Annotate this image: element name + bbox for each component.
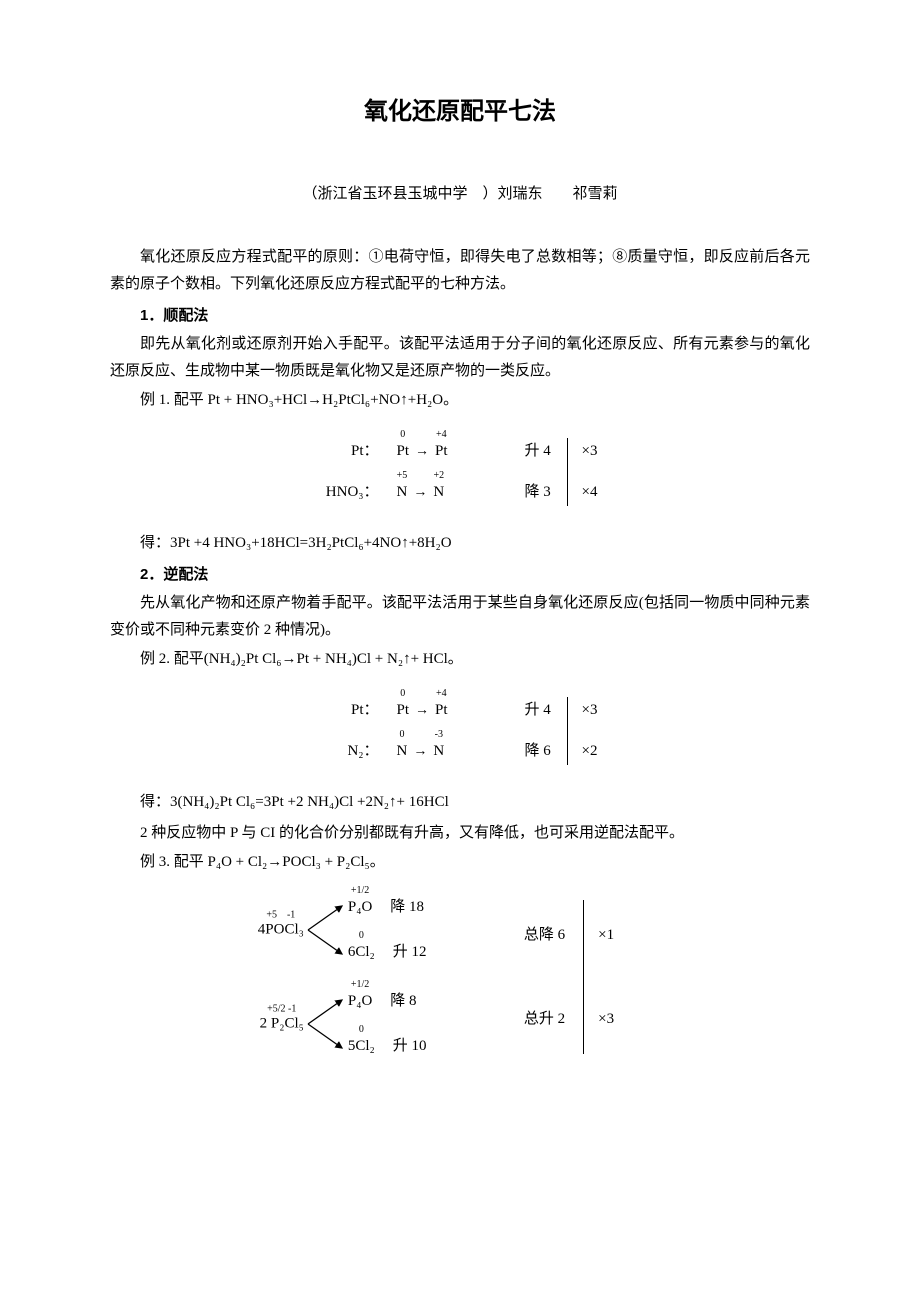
arrow-icon: →: [413, 739, 427, 764]
multiplier: ×3: [582, 697, 598, 724]
change-value: 降 18: [390, 894, 440, 921]
ox-to: Pt: [435, 443, 448, 459]
ox-from: N: [397, 484, 408, 500]
doc-author: （浙江省玉环县玉城中学 ）刘瑞东 祁雪莉: [110, 181, 810, 208]
ox-top: +4: [436, 426, 447, 444]
ox-top: -3: [435, 726, 443, 744]
change-value: 降 3: [525, 479, 567, 506]
diagram-1-row-1: Pt： 0Pt → +4Pt 升 4: [323, 438, 567, 465]
diagram-3: +5 -14POCl₃ +1/2P₄O 降 18 06Cl₂ 升 12: [110, 900, 810, 1054]
section-2-head: 2．逆配法: [110, 561, 810, 588]
multiplier-column: ×3 ×4: [567, 438, 598, 506]
ox-top: 0: [400, 426, 405, 444]
ox-from: Pt: [397, 702, 410, 718]
note-2: 2 种反应物中 P 与 CI 的化合价分别都既有升高，又有降低，也可采用逆配法配…: [110, 820, 810, 847]
change-value: 升 4: [525, 438, 567, 465]
change-value: 升 4: [525, 697, 567, 724]
section-2-desc: 先从氧化产物和还原产物着手配平。该配平法活用于某些自身氧化还原反应(包括同一物质…: [110, 590, 810, 644]
ox-to: Pt: [435, 702, 448, 718]
ox-from: N: [397, 743, 408, 759]
sum-value: 总降 6: [524, 922, 565, 949]
example-2: 例 2. 配平(NH₄)₂Pt Cl₆→Pt + NH₄)Cl + N₂↑+ H…: [110, 646, 810, 673]
sum-value: 总升 2: [524, 1006, 565, 1033]
diagram-3-group-1: +5 -14POCl₃ +1/2P₄O 降 18 06Cl₂ 升 12: [306, 900, 446, 960]
branch-arrow-icon: [306, 900, 346, 960]
ox-to: N: [433, 743, 444, 759]
multiplier: ×4: [582, 479, 598, 506]
branch-arrow-icon: [306, 994, 346, 1054]
target-species: 5Cl₂: [348, 1038, 375, 1054]
ox-top: +1/2: [351, 882, 369, 900]
arrow-icon: →: [413, 480, 427, 505]
multiplier-column: ×1 ×3: [583, 900, 614, 1054]
multiplier: ×2: [582, 738, 598, 765]
ox-top: +5 -1: [266, 907, 295, 925]
ox-top: 0: [359, 1021, 364, 1039]
ox-top: 0: [359, 927, 364, 945]
multiplier-column: ×3 ×2: [567, 697, 598, 765]
result-2: 得：3(NH₄)₂Pt Cl₆=3Pt +2 NH₄)Cl +2N₂↑+ 16H…: [110, 789, 810, 816]
target-species: 6Cl₂: [348, 944, 375, 960]
multiplier: ×3: [582, 438, 598, 465]
species-label: Pt：: [323, 697, 379, 724]
change-value: 降 6: [525, 738, 567, 765]
ox-top: +5/2 -1: [267, 1001, 296, 1019]
species-label: Pt：: [323, 438, 379, 465]
ox-from: Pt: [397, 443, 410, 459]
ox-to: N: [433, 484, 444, 500]
example-1: 例 1. 配平 Pt + HNO₃+HCl→H₂PtCl₆+NO↑+H₂O。: [110, 387, 810, 414]
ox-top: 0: [399, 726, 404, 744]
arrow-icon: →: [415, 439, 429, 464]
target-species: P₄O: [348, 993, 372, 1009]
diagram-1-row-2: HNO₃： +5N → +2N 降 3: [323, 479, 567, 506]
arrow-icon: →: [415, 698, 429, 723]
ox-top: +1/2: [351, 976, 369, 994]
doc-title: 氧化还原配平七法: [110, 90, 810, 133]
diagram-1: Pt： 0Pt → +4Pt 升 4 HNO₃： +5N → +2N 降 3 ×…: [110, 438, 810, 506]
species-label: HNO₃：: [323, 479, 379, 506]
diagram-2-row-1: Pt： 0Pt → +4Pt 升 4: [323, 697, 567, 724]
section-1-desc: 即先从氧化剂或还原剂开始入手配平。该配平法适用于分子间的氧化还原反应、所有元素参…: [110, 331, 810, 385]
intro-paragraph: 氧化还原反应方程式配平的原则：①电荷守恒，即得失电了总数相等；⑧质量守恒，即反应…: [110, 244, 810, 298]
ox-top: 0: [400, 685, 405, 703]
ox-top: +5: [397, 467, 408, 485]
change-value: 升 12: [393, 939, 443, 966]
diagram-2-row-2: N₂： 0N → -3N 降 6: [323, 738, 567, 765]
multiplier: ×3: [598, 1006, 614, 1033]
ox-top: +4: [436, 685, 447, 703]
change-value: 降 8: [390, 988, 440, 1015]
multiplier: ×1: [598, 922, 614, 949]
ox-top: +2: [433, 467, 444, 485]
diagram-3-group-2: +5/2 -12 P₂Cl₅ +1/2P₄O 降 8 05Cl₂ 升 10: [306, 994, 446, 1054]
sum-column: 总降 6 总升 2: [524, 900, 565, 1054]
result-1: 得：3Pt +4 HNO₃+18HCl=3H₂PtCl₆+4NO↑+8H₂O: [110, 530, 810, 557]
section-1-head: 1．顺配法: [110, 302, 810, 329]
species-label: N₂：: [323, 738, 379, 765]
target-species: P₄O: [348, 899, 372, 915]
diagram-2: Pt： 0Pt → +4Pt 升 4 N₂： 0N → -3N 降 6 ×3: [110, 697, 810, 765]
example-3: 例 3. 配平 P₄O + Cl₂→POCl₃ + P₂Cl₅。: [110, 849, 810, 876]
change-value: 升 10: [393, 1033, 443, 1060]
